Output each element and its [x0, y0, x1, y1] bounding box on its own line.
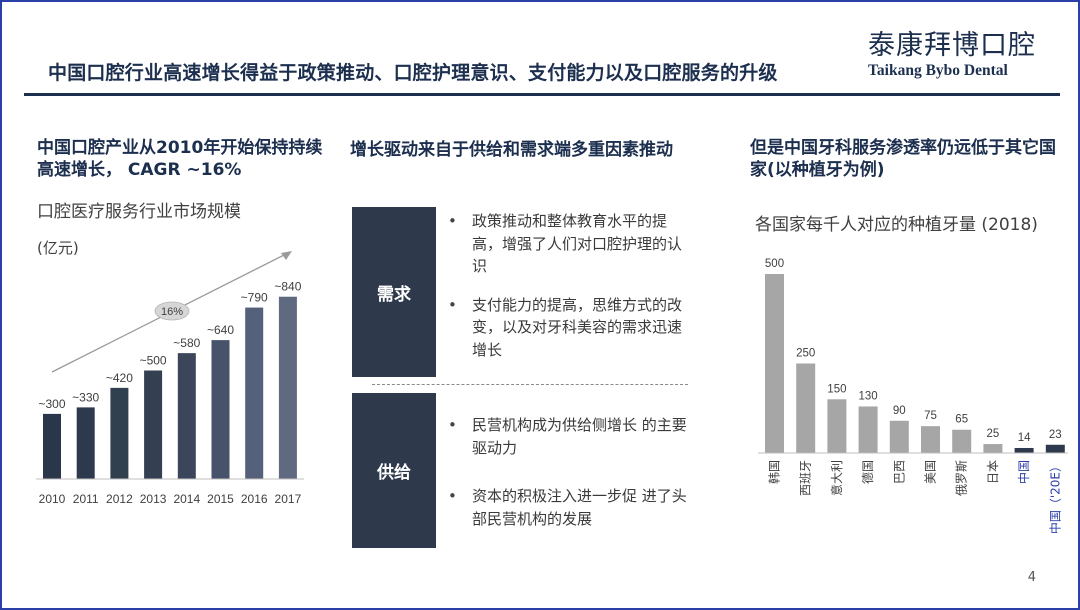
- implant-data-label: 75: [924, 410, 937, 422]
- market-bar: [144, 370, 163, 479]
- market-size-unit: (亿元): [37, 239, 79, 257]
- implant-bar: [983, 444, 1003, 453]
- logo-chinese: 泰康拜博口腔: [868, 30, 1036, 61]
- market-year-label: 2017: [275, 492, 302, 506]
- title-underline: [24, 93, 1060, 96]
- implant-data-label: 130: [859, 390, 878, 402]
- implant-data-label: 90: [893, 405, 906, 417]
- implant-data-label: 250: [796, 348, 815, 360]
- list-item: 民营机构成为供给侧增长 的主要驱动力: [446, 414, 696, 459]
- market-bar: [177, 353, 196, 479]
- middle-heading: 增长驱动来自于供给和需求端多重因素推动: [350, 140, 673, 160]
- implant-country-label: 意大利: [829, 460, 844, 496]
- market-year-label: 2014: [173, 492, 200, 506]
- implant-bar: [952, 429, 972, 453]
- market-data-label: ~420: [106, 371, 133, 385]
- market-year-label: 2011: [73, 492, 99, 506]
- supply-box: 供给: [352, 393, 436, 548]
- implant-country-label: 中国: [1016, 460, 1031, 484]
- implant-country-label: 美国: [924, 460, 938, 484]
- implant-bar: [1045, 444, 1065, 453]
- implant-data-label: 500: [765, 258, 784, 270]
- market-bar: [110, 387, 129, 479]
- market-data-label: ~790: [241, 291, 268, 305]
- implant-chart-title: 各国家每千人对应的种植牙量 (2018): [755, 215, 1038, 235]
- market-year-label: 2012: [106, 492, 133, 506]
- supply-label: 供给: [377, 463, 411, 483]
- right-heading: 但是中国牙科服务渗透率仍远低于其它国 家(以种植牙为例): [750, 138, 1056, 180]
- demand-box: 需求: [352, 207, 436, 377]
- cagr-label: 16%: [161, 306, 183, 318]
- market-bar: [245, 307, 264, 479]
- logo-english: Taikang Bybo Dental: [868, 62, 1008, 79]
- implant-bar: [796, 363, 816, 453]
- implant-country-label: 德国: [860, 460, 875, 484]
- implant-country-label: 巴西: [892, 460, 906, 484]
- implant-country-label: 俄罗斯: [955, 460, 969, 496]
- list-item: 支付能力的提高，思维方式的改变，以及对牙科美容的需求迅速增长: [446, 294, 696, 362]
- demand-list: 政策推动和整体教育水平的提高，增强了人们对口腔护理的认识 支付能力的提高，思维方…: [446, 210, 696, 361]
- implant-bar: [765, 274, 784, 453]
- left-heading: 中国口腔产业从2010年开始保持持续高速增长， CAGR ~16%: [37, 138, 323, 180]
- market-year-label: 2013: [140, 492, 167, 506]
- market-bar: [211, 340, 230, 479]
- market-year-label: 2010: [39, 492, 66, 506]
- market-bar: [43, 413, 61, 479]
- market-data-label: ~580: [173, 336, 200, 350]
- implant-bar: [1014, 447, 1034, 453]
- implant-data-label: 65: [955, 414, 968, 426]
- market-data-label: ~500: [140, 354, 167, 368]
- market-data-label: ~330: [72, 390, 99, 404]
- market-data-label: ~640: [207, 323, 234, 337]
- list-item: 资本的积极注入进一步促 进了头部民营机构的发展: [446, 485, 696, 530]
- trend-arrow-head: [281, 251, 292, 260]
- market-bar: [76, 407, 95, 479]
- implant-data-label: 23: [1049, 429, 1062, 441]
- page-number: 4: [1027, 570, 1036, 585]
- implant-data-label: 14: [1018, 432, 1031, 444]
- page-title: 中国口腔行业高速增长得益于政策推动、口腔护理意识、支付能力以及口腔服务的升级: [48, 62, 778, 84]
- implant-bar: [889, 420, 909, 453]
- implant-country-label: 中国（'20E）: [1047, 460, 1062, 534]
- implant-country-label: 西班牙: [799, 460, 813, 496]
- company-logo: 泰康拜博口腔 Taikang Bybo Dental: [868, 30, 1036, 80]
- implant-bar: [858, 406, 878, 453]
- section-divider: [372, 384, 688, 385]
- supply-list: 民营机构成为供给侧增长 的主要驱动力 资本的积极注入进一步促 进了头部民营机构的…: [446, 414, 696, 530]
- implant-bar: [827, 399, 847, 453]
- implant-data-label: 25: [987, 428, 1000, 440]
- market-year-label: 2015: [207, 492, 234, 506]
- demand-label: 需求: [377, 284, 411, 305]
- list-item: 政策推动和整体教育水平的提高，增强了人们对口腔护理的认识: [446, 210, 696, 278]
- implant-data-label: 150: [827, 383, 846, 395]
- market-data-label: ~840: [274, 280, 301, 294]
- implant-bar: [921, 426, 940, 453]
- market-data-label: ~300: [38, 397, 65, 411]
- market-year-label: 2016: [241, 492, 268, 506]
- implant-country-label: 韩国: [767, 460, 782, 484]
- implant-country-label: 日本: [986, 460, 1000, 484]
- market-size-chart-title: 口腔医疗服务行业市场规模: [37, 202, 241, 222]
- market-bar: [278, 296, 297, 479]
- cagr-badge: [154, 301, 190, 321]
